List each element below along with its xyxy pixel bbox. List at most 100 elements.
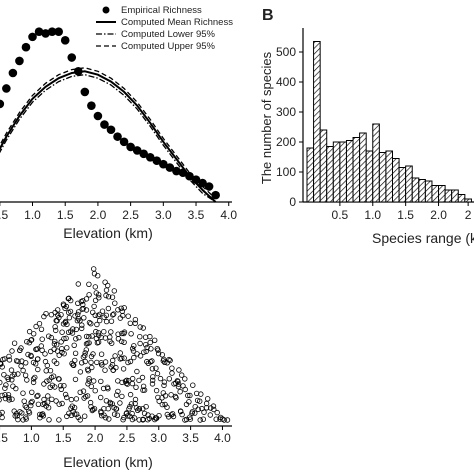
scatter-point (117, 350, 123, 356)
empirical-richness-point (198, 178, 207, 188)
scatter-point (148, 346, 154, 352)
panel-c-elevation-scatter: 0.5 1.0 1.5 2.0 2.5 3.0 3.5 4.0 Elevation (km) (0, 266, 232, 470)
scatter-point (81, 315, 87, 321)
scatter-point (55, 307, 61, 313)
empirical-richness-point (100, 120, 109, 129)
scatter-point (200, 416, 206, 422)
scatter-point (54, 342, 60, 348)
panel-b-y-tick-label: 0 (289, 195, 296, 209)
empirical-richness-point (80, 87, 90, 97)
scatter-point (37, 411, 43, 418)
scatter-point (119, 393, 125, 400)
panel-a-x-tick-label: 4.0 (220, 208, 237, 222)
scatter-point (155, 350, 162, 357)
scatter-point (23, 360, 29, 366)
empirical-richness-point (106, 125, 116, 135)
scatter-point (107, 334, 113, 340)
scatter-point (8, 367, 15, 373)
empirical-richness-point (8, 68, 18, 78)
scatter-point (139, 374, 146, 381)
scatter-point (127, 320, 133, 326)
scatter-point (77, 389, 83, 395)
scatter-point (75, 309, 82, 315)
histogram-bar (345, 140, 354, 203)
empirical-richness-point (87, 101, 96, 110)
panel-b-tick-labels: 0 100 200 300 400 500 0.5 1.0 1.5 2.0 2 (276, 45, 472, 222)
scatter-point (128, 331, 134, 337)
panel-c-x-axis-label: Elevation (km) (63, 454, 152, 470)
scatter-point (58, 386, 64, 392)
panel-c-axes (0, 425, 232, 430)
legend-empirical-marker (102, 6, 110, 14)
scatter-point (89, 309, 96, 315)
panel-c-x-tick-label: 2.0 (87, 431, 104, 445)
panel-b-x-tick-label: 2 (465, 208, 472, 222)
scatter-point (62, 391, 69, 398)
scatter-point (61, 383, 67, 389)
scatter-point (101, 329, 107, 335)
scatter-point (196, 398, 203, 404)
panel-a-elevation-richness-chart: 0.51.01.52.02.53.03.54.0 Elevation (km) … (0, 5, 237, 241)
scatter-point (137, 353, 144, 359)
scatter-point (207, 412, 213, 418)
scatter-point (112, 353, 118, 359)
scatter-point (161, 382, 167, 389)
scatter-point (175, 381, 182, 387)
scatter-point (96, 295, 102, 301)
scatter-point (78, 360, 85, 366)
histogram-bar (385, 150, 393, 203)
scatter-point (14, 413, 20, 419)
empirical-richness-point (126, 142, 135, 152)
scatter-point (1, 372, 7, 378)
scatter-point (73, 396, 80, 402)
scatter-point (34, 393, 40, 399)
scatter-point (28, 353, 34, 359)
scatter-point (71, 405, 78, 411)
scatter-point (121, 330, 127, 337)
scatter-point (83, 296, 90, 302)
scatter-point (94, 273, 101, 279)
scatter-point (18, 363, 24, 369)
scatter-point (9, 377, 15, 383)
scatter-point (11, 408, 17, 414)
scatter-point (187, 392, 193, 399)
scatter-point (161, 379, 168, 385)
scatter-point (197, 417, 203, 423)
scatter-point (142, 334, 149, 340)
panel-b-x-tick-label: 0.5 (332, 208, 349, 222)
scatter-point (182, 376, 188, 382)
scatter-point (167, 357, 173, 364)
scatter-point (192, 404, 198, 410)
scatter-point (30, 376, 37, 382)
scatter-point (52, 324, 58, 330)
scatter-point (43, 403, 49, 409)
scatter-point (9, 348, 15, 354)
histogram-bar (457, 194, 466, 203)
scatter-point (114, 412, 121, 418)
scatter-point (113, 406, 120, 412)
scatter-point (141, 387, 148, 393)
empirical-richness-point (159, 159, 168, 169)
scatter-point (11, 340, 18, 346)
scatter-point (134, 368, 140, 375)
scatter-point (149, 377, 156, 383)
scatter-point (140, 383, 147, 389)
scatter-point (30, 379, 37, 386)
scatter-point (91, 406, 98, 412)
scatter-point (119, 330, 125, 337)
panel-a-x-tick-label: 0.5 (0, 208, 8, 222)
scatter-point (26, 328, 33, 335)
scatter-point (99, 362, 105, 368)
scatter-point (9, 396, 15, 402)
scatter-point (6, 357, 13, 363)
scatter-point (38, 343, 44, 349)
scatter-point (105, 305, 112, 312)
histogram-bar (444, 189, 453, 203)
scatter-point (1, 356, 8, 362)
histogram-bar (411, 177, 420, 203)
scatter-point (117, 400, 123, 406)
scatter-point (77, 318, 83, 324)
scatter-point (213, 416, 219, 422)
panel-b-y-tick-label: 300 (276, 105, 296, 119)
scatter-point (91, 303, 97, 310)
